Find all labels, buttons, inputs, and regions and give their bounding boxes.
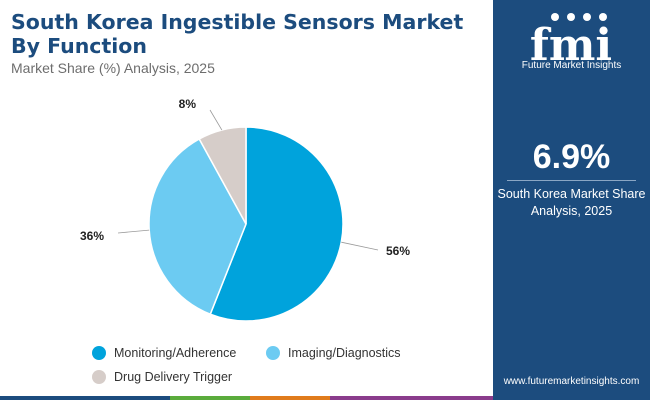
- legend-swatch-drug-delivery: [92, 370, 106, 384]
- data-label-monitoring: 56%: [386, 244, 410, 258]
- website-url: www.futuremarketinsights.com: [503, 376, 640, 387]
- legend-item-imaging: Imaging/Diagnostics: [266, 346, 401, 360]
- bottom-bar-segment: [0, 396, 170, 400]
- stat-divider: [507, 180, 636, 181]
- bottom-color-bar: [0, 396, 493, 400]
- logo-subtitle: Future Market Insights: [521, 60, 622, 71]
- logo-mark: fmi: [530, 20, 612, 66]
- legend-label-monitoring: Monitoring/Adherence: [114, 346, 237, 360]
- sidebar-panel: fmi Future Market Insights 6.9% South Ko…: [493, 0, 650, 400]
- stat-description: South Korea Market Share Analysis, 2025: [497, 187, 646, 218]
- legend-item-drug-delivery: Drug Delivery Trigger: [92, 370, 232, 384]
- legend-label-drug-delivery: Drug Delivery Trigger: [114, 370, 233, 384]
- page-subtitle: Market Share (%) Analysis, 2025: [11, 60, 215, 76]
- data-label-imaging: 36%: [80, 229, 104, 243]
- page-title: South Korea Ingestible Sensors Market By…: [11, 10, 464, 58]
- pie-slice-imaging: [148, 137, 247, 316]
- pie-chart: 56% 36% 8%: [80, 97, 410, 322]
- logo-dot-icon: [567, 13, 575, 21]
- legend-swatch-monitoring: [92, 346, 106, 360]
- logo-dot-icon: [599, 13, 607, 21]
- logo-dot-icon: [583, 13, 591, 21]
- legend-swatch-imaging: [266, 346, 280, 360]
- data-label-drug-delivery: 8%: [179, 97, 197, 111]
- chart-panel: South Korea Ingestible Sensors Market By…: [0, 10, 493, 400]
- leader-line-monitoring: [341, 241, 379, 251]
- leader-line-imaging: [117, 229, 150, 234]
- legend-label-imaging: Imaging/Diagnostics: [288, 346, 401, 360]
- leader-line-drug-delivery: [209, 109, 223, 131]
- logo-dot-icon: [551, 13, 559, 21]
- bottom-bar-segment: [330, 396, 493, 400]
- logo-graphic: fmi: [530, 13, 612, 66]
- bottom-bar-segment: [170, 396, 250, 400]
- stat-value: 6.9%: [532, 138, 611, 176]
- legend-item-monitoring: Monitoring/Adherence: [92, 346, 236, 360]
- bottom-bar-segment: [250, 396, 330, 400]
